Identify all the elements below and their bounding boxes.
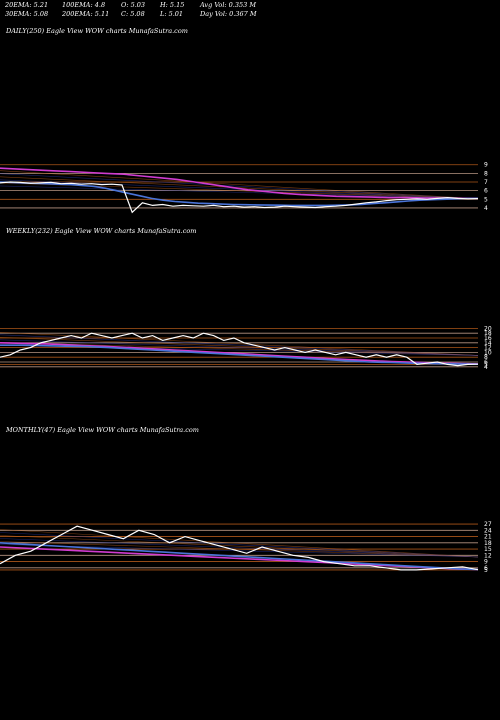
monthly-tick-label: 15 <box>484 546 492 553</box>
stat-high: H: 5.15 <box>160 1 185 9</box>
weekly-band-line <box>0 342 479 356</box>
daily-band-line <box>0 185 479 199</box>
daily-band-line <box>0 170 479 199</box>
weekly-panel-title: WEEKLY(232) Eagle View WOW charts Munafa… <box>6 227 197 235</box>
monthly-band-line <box>0 535 479 558</box>
stat-close: C: 5.08 <box>121 10 145 18</box>
monthly-tick-label: 27 <box>484 521 492 528</box>
weekly-tick-label: 10 <box>484 349 492 356</box>
daily-tick-label: 7 <box>484 179 488 186</box>
monthly-tick-label: 24 <box>484 527 492 534</box>
stat-20ema: 20EMA: 5.21 <box>5 1 49 9</box>
weekly-tick-label: 8 <box>484 354 488 361</box>
monthly-band-line <box>0 538 479 558</box>
weekly-tick-label: 12 <box>484 345 492 352</box>
monthly-series-0 <box>0 525 479 571</box>
weekly-tick-label: 16 <box>484 335 492 342</box>
stat-low: L: 5.01 <box>160 10 184 18</box>
daily-tick-label: 8 <box>484 170 488 177</box>
daily-series-2 <box>0 167 479 200</box>
daily-panel-title: DAILY(250) Eagle View WOW charts MunafaS… <box>6 27 188 35</box>
weekly-band-line <box>0 332 479 356</box>
stat-200ema: 200EMA: 5.11 <box>62 10 110 18</box>
weekly-tick-label: 5 <box>484 361 488 368</box>
monthly-tick-label: 5 <box>484 567 488 574</box>
daily-tick-label: 9 <box>484 162 488 169</box>
stat-open: O: 5.03 <box>121 1 146 9</box>
weekly-series-1 <box>0 344 479 365</box>
monthly-series-1 <box>0 542 479 571</box>
daily-tick-label: 5 <box>484 196 488 203</box>
monthly-tick-label: 9 <box>484 559 488 566</box>
monthly-panel-title: MONTHLY(47) Eagle View WOW charts Munafa… <box>6 426 199 434</box>
weekly-band-line <box>0 334 479 356</box>
weekly-band-line <box>0 337 479 356</box>
weekly-series-0 <box>0 332 479 367</box>
daily-tick-label: 6 <box>484 188 488 195</box>
monthly-band-line <box>0 541 479 558</box>
stat-day-vol: Day Vol: 0.367 M <box>200 10 257 18</box>
monthly-tick-label: 18 <box>484 540 492 547</box>
monthly-tick-label: 12 <box>484 552 492 559</box>
weekly-tick-label: 6 <box>484 359 488 366</box>
monthly-band-line <box>0 532 479 558</box>
weekly-tick-label: 20 <box>484 325 492 332</box>
stat-30ema: 30EMA: 5.08 <box>5 10 49 18</box>
weekly-series-2 <box>0 342 479 365</box>
stat-100ema: 100EMA: 4.8 <box>62 1 106 9</box>
weekly-tick-label: 4 <box>484 364 488 371</box>
monthly-tick-label: 21 <box>484 534 492 541</box>
monthly-tick-label: 6 <box>484 565 488 572</box>
weekly-band-line <box>0 339 479 356</box>
weekly-tick-label: 14 <box>484 340 492 347</box>
daily-series-0 <box>0 181 479 214</box>
weekly-tick-label: 18 <box>484 330 492 337</box>
daily-series-1 <box>0 181 479 207</box>
monthly-band-line <box>0 529 479 558</box>
daily-tick-label: 4 <box>484 205 488 212</box>
stat-avg-vol: Avg Vol: 0.353 M <box>200 1 257 9</box>
daily-band-line <box>0 173 479 199</box>
